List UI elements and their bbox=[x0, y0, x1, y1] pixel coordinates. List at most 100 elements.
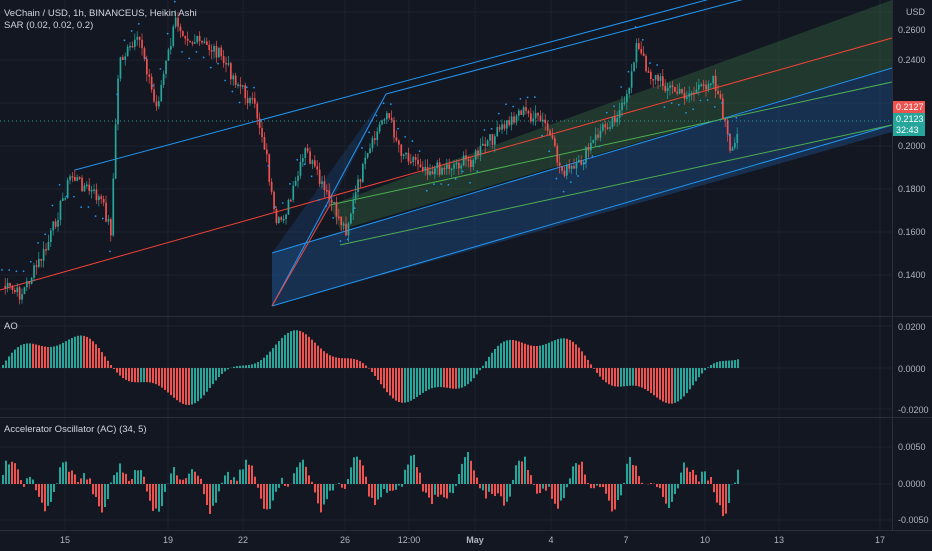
candle-body bbox=[566, 164, 568, 175]
ac-bar bbox=[251, 466, 253, 484]
candle-body bbox=[326, 190, 328, 192]
sar-dot bbox=[268, 165, 270, 167]
ao-bar bbox=[323, 351, 325, 368]
symbol-legend: VeChain / USD, 1h, BINANCEUS, Heikin Ash… bbox=[4, 8, 197, 19]
ao-bar bbox=[5, 361, 7, 368]
ac-bar bbox=[383, 484, 385, 489]
candle-body bbox=[496, 127, 498, 136]
candle-body bbox=[417, 160, 419, 164]
candle-body bbox=[537, 113, 539, 116]
candle-body bbox=[314, 160, 316, 166]
ac-bar bbox=[665, 484, 667, 504]
candle-body bbox=[684, 93, 686, 99]
candle-body bbox=[206, 41, 208, 44]
ao-bar bbox=[689, 368, 691, 389]
ao-bar bbox=[176, 368, 178, 400]
candle-body bbox=[292, 186, 294, 200]
ao-bar bbox=[641, 368, 643, 388]
candle-body bbox=[81, 178, 83, 191]
ac-bar bbox=[323, 484, 325, 504]
pane-divider[interactable] bbox=[0, 417, 932, 418]
sar-dot bbox=[383, 102, 385, 104]
candle-body bbox=[129, 46, 131, 48]
candle-body bbox=[225, 63, 227, 65]
candle-body bbox=[645, 56, 647, 71]
candle-body bbox=[386, 113, 388, 119]
candle-body bbox=[650, 72, 652, 79]
ao-bar bbox=[431, 368, 433, 388]
ao-bar bbox=[200, 368, 202, 399]
candle-body bbox=[62, 198, 64, 201]
candle-body bbox=[676, 92, 678, 94]
sar-dot bbox=[203, 57, 205, 59]
candle-body bbox=[244, 85, 246, 98]
candle-body bbox=[249, 98, 251, 103]
candle-body bbox=[328, 190, 330, 199]
candle-body bbox=[468, 159, 470, 161]
candle-body bbox=[218, 48, 220, 58]
sar-dot bbox=[512, 106, 514, 108]
ac-bar bbox=[116, 472, 118, 484]
sar-dot bbox=[584, 162, 586, 164]
ac-bar bbox=[539, 484, 541, 493]
ac-bar bbox=[239, 470, 241, 484]
candle-body bbox=[655, 75, 657, 79]
ac-bar bbox=[428, 484, 430, 498]
candle-body bbox=[271, 182, 273, 192]
ac-bar bbox=[221, 483, 223, 484]
ac-bar bbox=[80, 478, 82, 484]
time-tick: 26 bbox=[340, 535, 350, 545]
ac-bar bbox=[347, 479, 349, 484]
sar-dot bbox=[109, 250, 111, 252]
ao-bar bbox=[380, 368, 382, 384]
ao-bar bbox=[509, 340, 511, 368]
ao-bar bbox=[71, 338, 73, 368]
candle-body bbox=[96, 189, 98, 200]
ac-bar bbox=[77, 482, 79, 484]
ao-bar bbox=[545, 344, 547, 368]
ac-bar bbox=[215, 484, 217, 503]
ao-bar bbox=[503, 341, 505, 368]
ao-bar bbox=[395, 368, 397, 401]
ao-bar bbox=[242, 366, 244, 368]
candle-body bbox=[396, 137, 398, 140]
ao-bar bbox=[473, 368, 475, 378]
ac-bar bbox=[71, 470, 73, 484]
ao-bar bbox=[554, 340, 556, 368]
ao-bar bbox=[374, 368, 376, 376]
ao-bar bbox=[515, 341, 517, 368]
ac-bar bbox=[299, 462, 301, 484]
candle-body bbox=[648, 71, 650, 73]
ac-bar bbox=[344, 484, 346, 489]
candle-body bbox=[12, 286, 14, 290]
sar-dot bbox=[23, 270, 25, 272]
ac-bar bbox=[212, 484, 214, 506]
pane-divider[interactable] bbox=[0, 316, 932, 317]
ao-bar bbox=[611, 368, 613, 386]
candle-body bbox=[177, 18, 179, 27]
candle-body bbox=[429, 171, 431, 174]
candle-body bbox=[631, 71, 633, 87]
candle-body bbox=[410, 162, 412, 164]
candle-body bbox=[376, 132, 378, 140]
ao-bar bbox=[287, 333, 289, 368]
sar-dot bbox=[232, 91, 234, 93]
time-tick: 10 bbox=[700, 535, 710, 545]
candle-body bbox=[436, 162, 438, 168]
candle-body bbox=[379, 124, 381, 131]
candle-body bbox=[146, 59, 148, 75]
sar-dot bbox=[37, 242, 39, 244]
candle-body bbox=[403, 154, 405, 156]
ac-bar bbox=[341, 484, 343, 488]
candle-body bbox=[381, 120, 383, 124]
candle-body bbox=[235, 75, 237, 84]
candle-body bbox=[170, 46, 172, 50]
ao-bar bbox=[191, 368, 193, 405]
candle-body bbox=[619, 110, 621, 118]
candle-body bbox=[388, 113, 390, 118]
sar-dot bbox=[253, 87, 255, 89]
time-tick: 22 bbox=[238, 535, 248, 545]
ac-bar bbox=[431, 484, 433, 504]
ao-bar bbox=[461, 368, 463, 388]
